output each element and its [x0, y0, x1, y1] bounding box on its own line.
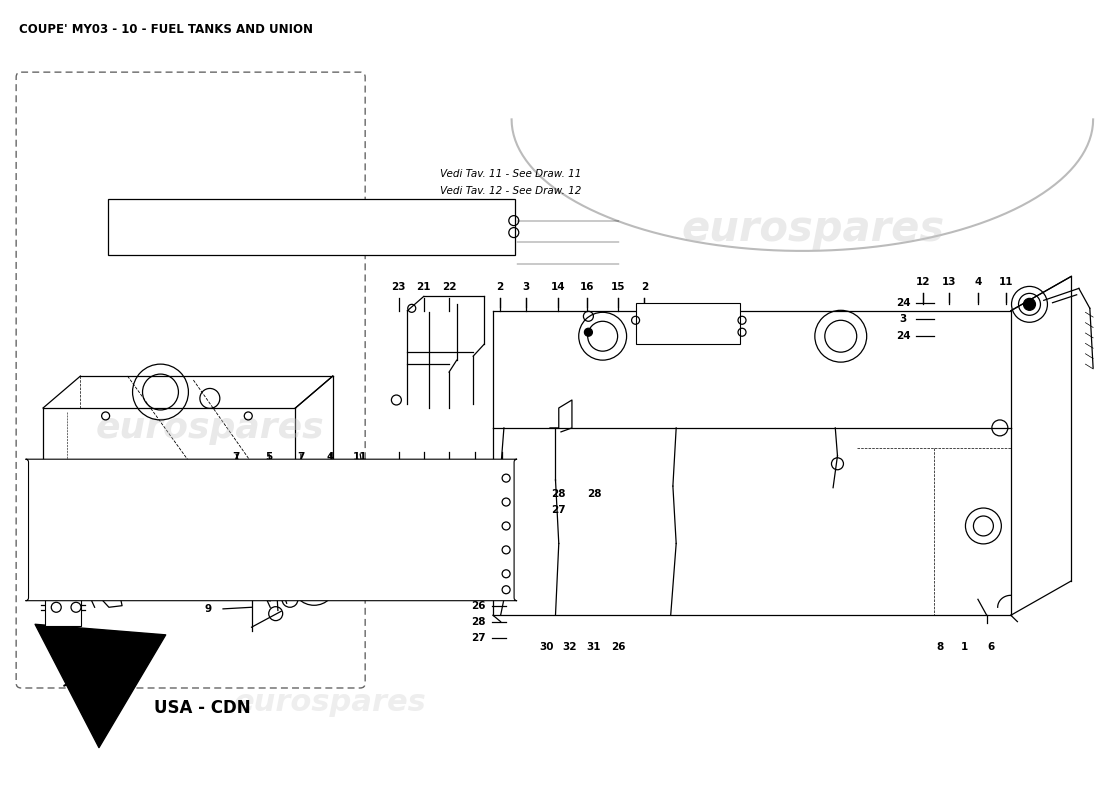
Text: 11: 11: [999, 277, 1014, 287]
Text: 3: 3: [900, 314, 906, 324]
Text: 6: 6: [988, 642, 994, 652]
Circle shape: [1023, 298, 1035, 310]
Text: COUPE' MY03 - 10 - FUEL TANKS AND UNION: COUPE' MY03 - 10 - FUEL TANKS AND UNION: [20, 23, 313, 36]
Text: eurospares: eurospares: [234, 689, 427, 718]
Bar: [45, 598, 81, 626]
Text: 13: 13: [200, 554, 214, 565]
Text: 1: 1: [961, 642, 968, 652]
Text: 8: 8: [936, 642, 943, 652]
Text: 9: 9: [205, 604, 211, 614]
Text: 27: 27: [472, 633, 486, 642]
Text: 25: 25: [472, 505, 486, 515]
Text: 29: 29: [472, 553, 486, 563]
Text: 32: 32: [562, 642, 578, 652]
Text: 2: 2: [640, 282, 648, 292]
Bar: [108, 199, 515, 255]
Text: 26: 26: [610, 642, 625, 652]
Text: 28: 28: [586, 489, 601, 499]
Text: 30: 30: [539, 642, 554, 652]
Text: 35: 35: [55, 578, 69, 588]
Text: 28: 28: [472, 585, 486, 594]
Text: 19: 19: [392, 466, 406, 477]
Text: 28: 28: [472, 617, 486, 626]
Text: eurospares: eurospares: [682, 207, 945, 250]
Text: Vedi Tav. 11 - See Draw. 11: Vedi Tav. 11 - See Draw. 11: [440, 169, 582, 179]
Text: 15: 15: [610, 282, 625, 292]
Text: 10: 10: [200, 588, 214, 598]
Text: 2: 2: [496, 282, 503, 292]
Circle shape: [307, 576, 321, 590]
Text: 7: 7: [297, 452, 305, 462]
Text: 27: 27: [494, 466, 509, 477]
Text: 13: 13: [942, 277, 957, 287]
Text: 24: 24: [896, 298, 911, 308]
Text: 20: 20: [417, 466, 431, 477]
Text: 31: 31: [586, 642, 601, 652]
Text: 11: 11: [353, 452, 367, 462]
Text: 28: 28: [472, 489, 486, 499]
Text: 14: 14: [550, 282, 565, 292]
Text: 24: 24: [896, 331, 911, 342]
Text: Vedi Tav. 12 - See Draw. 12: Vedi Tav. 12 - See Draw. 12: [440, 186, 582, 196]
Bar: [636, 302, 740, 344]
Text: 27: 27: [551, 505, 566, 515]
Text: 5: 5: [265, 452, 273, 462]
Text: 7: 7: [232, 452, 240, 462]
Text: 26: 26: [472, 601, 486, 610]
Text: 22: 22: [442, 282, 456, 292]
Text: 12: 12: [916, 277, 931, 287]
Text: 4: 4: [975, 277, 981, 287]
Text: 36: 36: [101, 578, 117, 588]
Text: 27: 27: [472, 569, 486, 578]
Text: USA - CDN: USA - CDN: [154, 699, 251, 717]
Text: 4: 4: [327, 452, 334, 462]
Text: 23: 23: [392, 282, 406, 292]
Text: 3: 3: [522, 282, 529, 292]
Text: 18: 18: [469, 466, 483, 477]
FancyBboxPatch shape: [25, 459, 517, 601]
Text: 34: 34: [472, 537, 486, 547]
Text: 12: 12: [200, 570, 214, 580]
Text: eurospares: eurospares: [96, 411, 324, 445]
Circle shape: [584, 328, 593, 336]
Text: 17: 17: [442, 466, 456, 477]
FancyBboxPatch shape: [16, 72, 365, 688]
Text: 28: 28: [551, 489, 566, 499]
Text: 21: 21: [417, 282, 431, 292]
Text: 16: 16: [580, 282, 595, 292]
Text: 33: 33: [472, 521, 486, 531]
